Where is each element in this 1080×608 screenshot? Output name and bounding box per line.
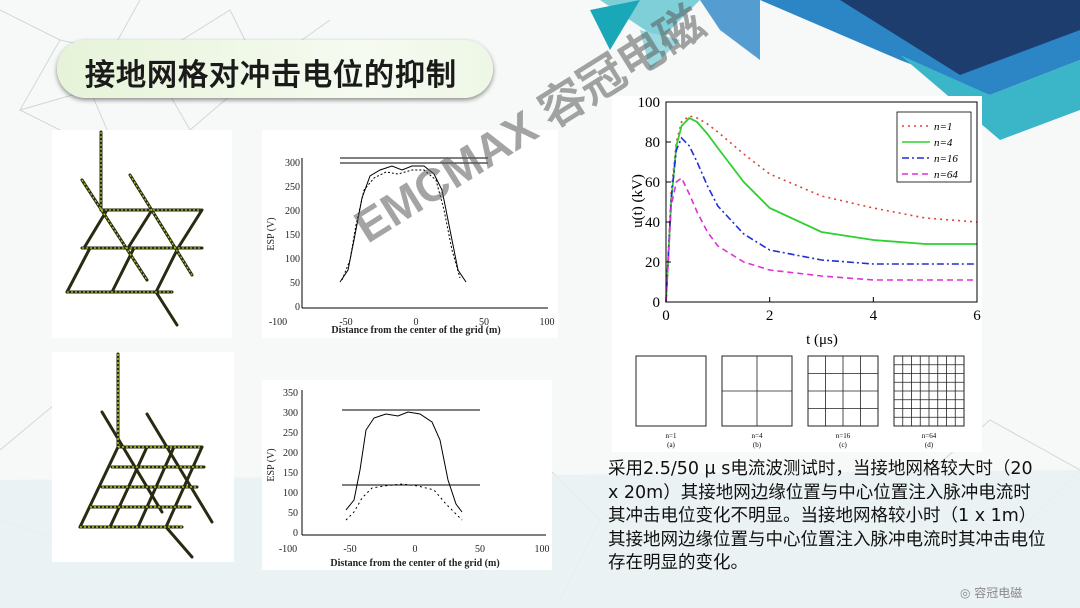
description-text: 采用2.5/50 μ s电流波测试时，当接地网格较大时（20 x 20m）其接地… (608, 459, 1046, 573)
legend: n=1 n=4 n=16 n=64 (896, 111, 972, 183)
mesh-sublabel: (c) (839, 441, 847, 449)
y-tick: 50 (288, 508, 298, 519)
x-tick-label: 4 (870, 308, 878, 324)
series-line-3 (665, 136, 977, 303)
mesh-sublabel: (b) (753, 441, 762, 449)
y-tick: 150 (283, 468, 298, 479)
chart-ylabel: u(t) (kV) (630, 174, 646, 228)
series-line-2 (665, 116, 977, 303)
mesh-sublabel: (a) (667, 441, 675, 449)
voltage-chart-panel: 0 2 4 6 100 80 60 40 20 0 n=1 n=4 n=16 n=64 t (μs) u… (612, 95, 982, 452)
mesh-panel-n=64: n=64(d) (893, 355, 965, 449)
slide-title: 接地网格对冲击电位的抑制 (85, 58, 457, 93)
series-line-4 (665, 176, 977, 303)
x-tick: -100 (269, 317, 287, 328)
series-line-1 (665, 115, 978, 303)
y-tick: 300 (283, 408, 298, 419)
y-tick: 50 (290, 278, 300, 289)
legend-label: n=1 (934, 121, 952, 133)
y-tick: 200 (285, 206, 300, 217)
mesh-panel-n=16: n=16(c) (807, 355, 879, 449)
grounding-grid-fine-drawing (78, 352, 214, 559)
y-tick: 250 (285, 182, 300, 193)
mesh-label: n=64 (922, 432, 937, 440)
x-tick: 100 (535, 544, 550, 555)
esp-bottom-xlabel: Distance from the center of the grid (m) (330, 558, 499, 569)
grounding-grid-coarse-drawing (65, 130, 204, 327)
y-tick: 150 (285, 230, 300, 241)
mesh-outline (635, 355, 707, 427)
y-tick-label: 80 (645, 135, 660, 151)
y-tick: 200 (283, 448, 298, 459)
esp-bottom-yticks: 350 300 250 200 150 100 50 0 (283, 388, 298, 539)
esp-plot-bottom-svg: 350 300 250 200 150 100 50 0 -100 -50 0 … (266, 388, 550, 569)
title-pill (57, 40, 493, 98)
x-tick: 0 (413, 544, 418, 555)
y-tick: 0 (293, 528, 298, 539)
y-tick: 100 (285, 254, 300, 265)
esp-plot-top-svg: 300 250 200 150 100 50 0 -100 -50 0 50 1… (266, 157, 555, 336)
grounding-grid-coarse-image (52, 130, 232, 338)
mesh-label: n=1 (666, 432, 677, 440)
badge-icon: ◎ (960, 586, 975, 600)
grounding-grid-fine-image (52, 352, 234, 562)
x-tick: 50 (475, 544, 485, 555)
y-tick-label: 40 (645, 215, 660, 231)
y-tick-label: 0 (653, 295, 661, 311)
mesh-label: n=16 (836, 432, 851, 440)
y-tick-label: 100 (638, 96, 661, 111)
chart-xlabel: t (μs) (806, 332, 838, 348)
x-tick-label: 2 (766, 308, 774, 324)
y-tick: 100 (283, 488, 298, 499)
legend-label: n=4 (934, 137, 953, 149)
y-tick: 350 (283, 388, 298, 399)
x-tick: -100 (279, 544, 297, 555)
y-tick: 300 (285, 158, 300, 169)
esp-bottom-xticks: -100 -50 0 50 100 (279, 544, 550, 555)
x-tick: 100 (540, 317, 555, 328)
x-tick: 0 (414, 317, 419, 328)
x-tick: 50 (479, 317, 489, 328)
y-tick-label: 20 (645, 255, 660, 271)
esp-plot-bottom: 350 300 250 200 150 100 50 0 -100 -50 0 … (262, 380, 552, 570)
x-tick-label: 6 (973, 308, 981, 324)
y-tick: 250 (283, 428, 298, 439)
legend-box (896, 111, 972, 183)
x-tick: -50 (339, 317, 352, 328)
badge-text: 容冠电磁 (974, 586, 1023, 600)
esp-bottom-ylabel: ESP (V) (266, 448, 277, 481)
mesh-panel-n=1: n=1(a) (635, 355, 707, 449)
esp-plot-top: 300 250 200 150 100 50 0 -100 -50 0 50 1… (262, 130, 558, 338)
plot-frame (665, 101, 978, 303)
mesh-sublabel: (d) (925, 441, 934, 449)
corner-badge: ◎ 容冠电磁 (960, 584, 1022, 601)
esp-top-ylabel: ESP (V) (266, 217, 277, 250)
legend-label: n=64 (934, 169, 958, 181)
legend-label: n=16 (934, 153, 958, 165)
esp-top-yticks: 300 250 200 150 100 50 0 (285, 158, 300, 313)
y-tick-label: 60 (645, 175, 660, 191)
x-tick-label: 0 (662, 308, 670, 324)
voltage-chart: 0 2 4 6 100 80 60 40 20 0 n=1 n=4 n=16 n=64 t (μs) u… (630, 95, 981, 449)
mesh-label: n=4 (752, 432, 763, 440)
esp-top-xticks: -100 -50 0 50 100 (269, 317, 555, 328)
y-tick: 0 (295, 302, 300, 313)
x-tick: -50 (343, 544, 356, 555)
mesh-panel-n=4: n=4(b) (721, 355, 793, 449)
esp-top-xlabel: Distance from the center of the grid (m) (331, 325, 500, 336)
